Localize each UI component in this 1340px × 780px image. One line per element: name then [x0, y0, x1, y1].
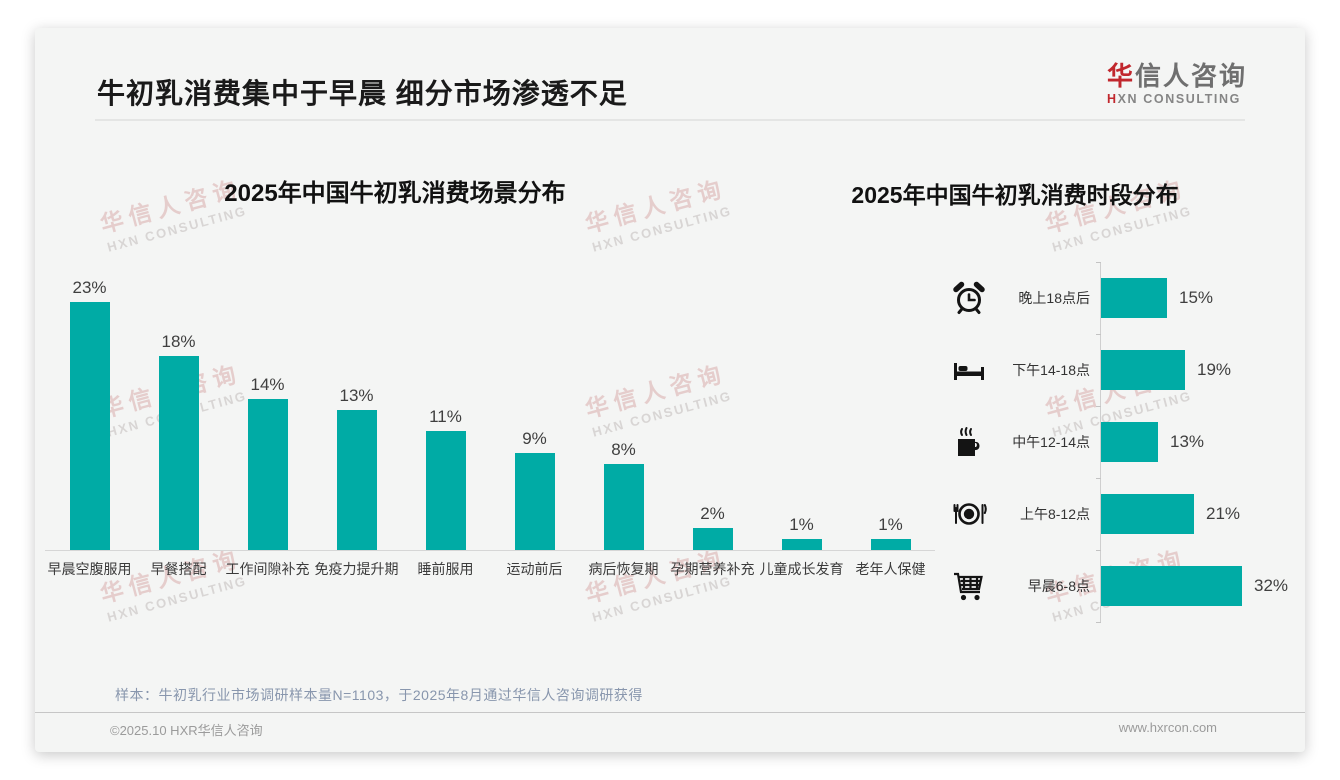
category-label: 病后恢复期 — [588, 561, 659, 577]
website-link[interactable]: www.hxrcon.com — [1118, 720, 1217, 735]
time-row: 下午14-18点 19% — [935, 334, 1295, 406]
category-label: 老年人保健 — [855, 561, 926, 577]
bar — [425, 431, 466, 550]
bar — [514, 453, 555, 550]
footer-divider — [35, 712, 1305, 713]
bar-value-label: 13% — [1170, 432, 1205, 451]
scene-x-axis — [45, 550, 935, 551]
bar-value-label: 11% — [429, 407, 462, 426]
time-label: 下午14-18点 — [1012, 362, 1090, 378]
bar — [1101, 422, 1158, 462]
time-label: 早晨6-8点 — [1027, 578, 1090, 594]
scene-category-labels: 早晨空腹服用 早餐搭配 工作间隙补充 免疫力提升期 睡前服用 运动前后 病后恢复期 孕期营养补… — [45, 559, 935, 579]
category-label: 早餐搭配 — [150, 561, 207, 577]
bar-value-label: 21% — [1206, 504, 1241, 523]
bar-column: 13% — [312, 386, 401, 550]
bar-column: 11% — [401, 407, 490, 550]
bar-column: 14% — [223, 375, 312, 550]
bar-value-label: 1% — [789, 515, 814, 534]
bar-column: 1% — [757, 515, 846, 550]
bar-column: 9% — [490, 429, 579, 550]
category-label: 免疫力提升期 — [314, 561, 399, 577]
bar-value-label: 15% — [1179, 288, 1214, 307]
bar-value-label: 14% — [250, 375, 285, 394]
dining-icon — [935, 496, 1003, 532]
copyright-text: ©2025.10 HXR华信人咨询 — [110, 723, 263, 738]
bar-value-label: 23% — [72, 278, 107, 297]
axis-tick — [1096, 622, 1101, 623]
time-label: 晚上18点后 — [1018, 290, 1090, 306]
axis-tick — [1096, 478, 1101, 479]
category-label: 运动前后 — [506, 561, 563, 577]
cart-icon — [935, 568, 1003, 604]
title-divider — [95, 119, 1245, 121]
bar — [336, 410, 377, 550]
bar-value-label: 18% — [161, 332, 196, 351]
bar-track: 15% — [1100, 262, 1213, 334]
company-logo: 华信人咨询 HXN CONSULTING — [1107, 62, 1247, 106]
alarm-clock-icon — [935, 280, 1003, 316]
time-label: 上午8-12点 — [1019, 506, 1090, 522]
bar — [1101, 494, 1194, 534]
time-row: 晚上18点后 15% — [935, 262, 1295, 334]
bar-column: 8% — [579, 440, 668, 550]
time-chart-title: 2025年中国牛初乳消费时段分布 — [851, 182, 1179, 208]
bar — [69, 302, 110, 550]
bar-value-label: 13% — [339, 386, 374, 405]
bar-track: 21% — [1100, 478, 1240, 550]
logo-en-accent: H — [1106, 91, 1118, 106]
scene-chart-title: 2025年中国牛初乳消费场景分布 — [224, 180, 566, 207]
axis-tick — [1096, 262, 1101, 263]
logo-english-text: HXN CONSULTING — [1106, 91, 1247, 107]
footer: ©2025.10 HXR华信人咨询 www.hxrcon.com — [110, 720, 1217, 739]
bar — [1101, 278, 1167, 318]
time-row: 上午8-12点 21% — [935, 478, 1295, 550]
logo-cn-rest: 信人咨询 — [1134, 61, 1247, 91]
time-bar-chart: 晚上18点后 15% 下午14-18点 19% 中午12-14点 13% — [935, 262, 1295, 623]
bar-column: 1% — [846, 515, 935, 550]
logo-en-rest: XN CONSULTING — [1117, 91, 1241, 106]
slide-card: 华信人咨询 HXN CONSULTING 华信人咨询 HXN CONSULTING 华信… — [35, 28, 1305, 752]
page-title: 牛初乳消费集中于早晨 细分市场渗透不足 — [97, 78, 628, 109]
category-label: 工作间隙补充 — [225, 561, 310, 577]
axis-tick — [1096, 406, 1101, 407]
bar-track: 32% — [1100, 550, 1288, 622]
category-label: 早晨空腹服用 — [47, 561, 132, 577]
time-row: 中午12-14点 13% — [935, 406, 1295, 478]
bar-column: 23% — [45, 278, 134, 550]
bar-value-label: 9% — [522, 429, 547, 448]
bed-icon — [935, 352, 1003, 388]
bar-value-label: 2% — [700, 504, 725, 523]
bar — [781, 539, 822, 550]
bar-track: 19% — [1100, 334, 1231, 406]
scene-bar-chart: 23% 18% 14% 13% 11% 9% 8% 2% 1% 1% — [45, 270, 935, 550]
bar-value-label: 8% — [611, 440, 636, 459]
logo-cn-accent: 华 — [1106, 61, 1135, 91]
sample-footnote: 样本：牛初乳行业市场调研样本量N=1103，于2025年8月通过华信人咨询调研获… — [115, 687, 643, 703]
bar — [692, 528, 733, 550]
bar-value-label: 19% — [1197, 360, 1232, 379]
bar — [870, 539, 911, 550]
category-label: 睡前服用 — [417, 561, 474, 577]
logo-chinese-text: 华信人咨询 — [1107, 62, 1247, 91]
coffee-icon — [935, 424, 1003, 460]
bar — [158, 356, 199, 550]
axis-tick — [1096, 334, 1101, 335]
bar-track: 13% — [1100, 406, 1204, 478]
bar — [603, 464, 644, 550]
bar — [247, 399, 288, 550]
time-label: 中午12-14点 — [1012, 434, 1090, 450]
category-label: 儿童成长发育 — [759, 561, 844, 577]
bar — [1101, 566, 1242, 606]
bar — [1101, 350, 1185, 390]
bar-value-label: 32% — [1254, 576, 1289, 595]
bar-column: 2% — [668, 504, 757, 550]
category-label: 孕期营养补充 — [670, 561, 755, 577]
bar-value-label: 1% — [878, 515, 903, 534]
bar-column: 18% — [134, 332, 223, 550]
axis-tick — [1096, 550, 1101, 551]
time-row: 早晨6-8点 32% — [935, 550, 1295, 622]
